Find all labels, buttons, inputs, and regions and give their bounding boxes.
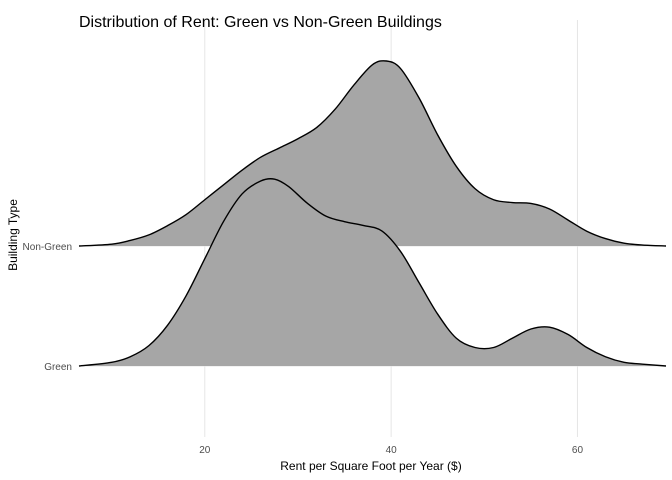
ridge-layer xyxy=(78,60,667,367)
x-axis-title: Rent per Square Foot per Year ($) xyxy=(280,459,461,473)
y-axis-title: Building Type xyxy=(6,199,20,271)
ridge-area-non-green xyxy=(79,60,666,246)
x-tick-label: 20 xyxy=(199,445,211,456)
chart-title: Distribution of Rent: Green vs Non-Green… xyxy=(79,14,442,31)
ridge-area-green xyxy=(79,178,666,366)
axis-layer: 20 40 60 Green Non-Green xyxy=(23,242,584,456)
x-tick-label: 60 xyxy=(572,445,584,456)
y-tick-label: Non-Green xyxy=(23,242,72,253)
ridge-line-non-green xyxy=(78,60,667,247)
ridge-line-green xyxy=(78,177,667,367)
y-tick-label: Green xyxy=(44,362,72,373)
x-tick-label: 40 xyxy=(386,445,398,456)
